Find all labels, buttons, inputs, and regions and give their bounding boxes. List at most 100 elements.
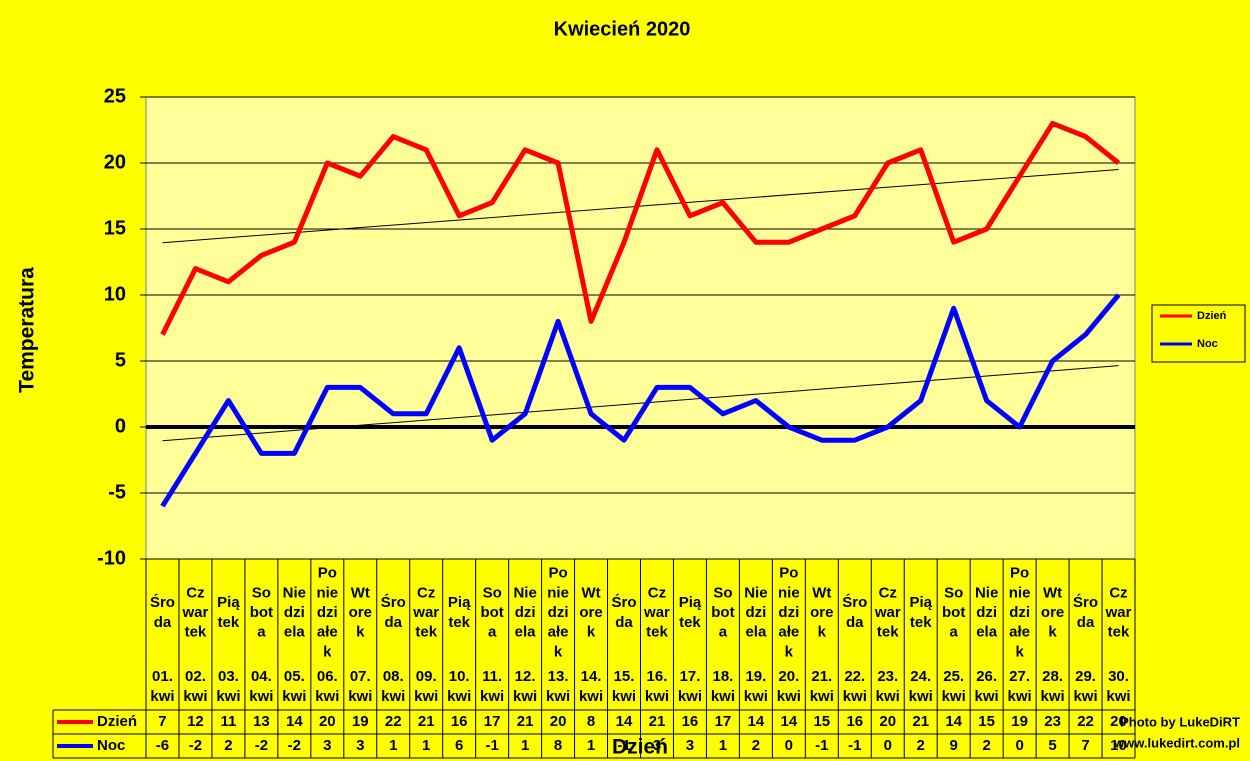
- x-tick-label: war: [182, 604, 209, 621]
- x-tick-label: kwi: [579, 688, 603, 705]
- table-value: 1: [521, 737, 529, 754]
- y-tick-label: -5: [108, 481, 126, 503]
- x-tick-label: kwi: [150, 688, 174, 705]
- x-tick-label: dzi: [778, 604, 799, 621]
- x-tick-label: tek: [679, 614, 701, 631]
- x-tick-label: dzi: [745, 604, 766, 621]
- x-tick-label: kwi: [348, 688, 372, 705]
- y-tick-label: 5: [115, 349, 126, 371]
- table-value: 20: [1110, 713, 1127, 730]
- x-tick-label: kwi: [711, 688, 735, 705]
- x-tick-label: Śro: [381, 593, 406, 611]
- x-tick-label: kwi: [1040, 688, 1064, 705]
- table-value: 1: [719, 737, 727, 754]
- y-axis-title: Temperatura: [16, 267, 39, 393]
- x-tick-label: a: [950, 624, 959, 641]
- x-tick-label: kwi: [942, 688, 966, 705]
- x-tick-label: Śro: [612, 593, 637, 611]
- x-tick-label: ore: [579, 604, 602, 621]
- x-tick-label: bot: [480, 604, 503, 621]
- table-value: 2: [982, 737, 990, 754]
- table-value: 3: [686, 737, 694, 754]
- x-tick-label: Pią: [909, 594, 932, 611]
- x-tick-label: Pią: [679, 594, 702, 611]
- table-value: 13: [253, 713, 270, 730]
- x-tick-label: Pią: [217, 594, 240, 611]
- x-tick-label: kwi: [744, 688, 768, 705]
- x-tick-label: a: [488, 624, 497, 641]
- x-tick-label: kwi: [183, 688, 207, 705]
- x-tick-label: k: [323, 643, 332, 660]
- x-tick-label: bot: [942, 604, 965, 621]
- x-tick-label: Cz: [879, 584, 897, 601]
- y-tick-label: -10: [97, 547, 126, 569]
- x-tick-label: 28.: [1042, 668, 1063, 685]
- x-tick-label: Wt: [812, 584, 831, 601]
- x-tick-label: 22.: [844, 668, 865, 685]
- x-tick-label: da: [846, 614, 864, 631]
- x-tick-label: So: [713, 584, 732, 601]
- x-tick-label: 16.: [647, 668, 668, 685]
- x-tick-label: Nie: [744, 584, 767, 601]
- x-tick-label: kwi: [876, 688, 900, 705]
- x-tick-label: kwi: [447, 688, 471, 705]
- x-tick-label: 08.: [383, 668, 404, 685]
- x-tick-label: Nie: [975, 584, 998, 601]
- x-tick-label: Po: [548, 565, 567, 582]
- x-tick-label: 26.: [976, 668, 997, 685]
- table-value: 14: [286, 713, 303, 730]
- table-value: 19: [1011, 713, 1028, 730]
- table-value: 14: [748, 713, 765, 730]
- x-tick-label: kwi: [1106, 688, 1130, 705]
- x-tick-label: tek: [218, 614, 240, 631]
- x-tick-label: 01.: [152, 668, 173, 685]
- x-tick-label: kwi: [315, 688, 339, 705]
- table-value: 2: [917, 737, 925, 754]
- x-tick-label: Cz: [186, 584, 204, 601]
- x-tick-label: nie: [547, 584, 569, 601]
- x-tick-label: 10.: [449, 668, 470, 685]
- x-tick-label: da: [615, 614, 633, 631]
- x-tick-label: 09.: [416, 668, 437, 685]
- x-tick-label: 04.: [251, 668, 272, 685]
- table-value: 3: [323, 737, 331, 754]
- x-tick-label: tek: [415, 624, 437, 641]
- table-value: -2: [288, 737, 301, 754]
- x-tick-label: bot: [250, 604, 273, 621]
- x-tick-label: k: [554, 643, 563, 660]
- x-tick-label: 27.: [1009, 668, 1030, 685]
- trendline: [162, 365, 1119, 442]
- x-tick-label: 21.: [811, 668, 832, 685]
- chart-title: Kwiecień 2020: [554, 18, 691, 40]
- x-tick-label: Nie: [513, 584, 536, 601]
- x-tick-label: dzi: [976, 604, 997, 621]
- x-tick-label: kwi: [546, 688, 570, 705]
- x-tick-label: dzi: [548, 604, 569, 621]
- x-tick-label: war: [412, 604, 439, 621]
- x-tick-label: dzi: [1009, 604, 1030, 621]
- x-tick-label: tek: [185, 624, 207, 641]
- x-tick-label: 07.: [350, 668, 371, 685]
- x-tick-label: tek: [448, 614, 470, 631]
- x-tick-label: ela: [284, 624, 306, 641]
- plot-area: [145, 96, 1136, 560]
- x-tick-label: Śro: [150, 593, 175, 611]
- x-tick-label: kwi: [843, 688, 867, 705]
- x-tick-label: k: [785, 643, 794, 660]
- x-tick-label: 03.: [218, 668, 239, 685]
- table-value: 15: [813, 713, 830, 730]
- table-value: 21: [912, 713, 929, 730]
- x-tick-label: ałe: [1009, 624, 1030, 641]
- x-tick-label: dzi: [515, 604, 536, 621]
- table-value: 5: [1048, 737, 1056, 754]
- x-tick-label: nie: [316, 584, 338, 601]
- x-tick-label: 30.: [1108, 668, 1129, 685]
- series-line: [160, 293, 1121, 508]
- x-tick-label: tek: [910, 614, 932, 631]
- x-tick-label: 23.: [877, 668, 898, 685]
- x-tick-label: 11.: [482, 668, 502, 685]
- table-value: 11: [220, 713, 236, 730]
- x-tick-label: a: [257, 624, 266, 641]
- table-value: 15: [978, 713, 995, 730]
- x-tick-label: ela: [515, 624, 537, 641]
